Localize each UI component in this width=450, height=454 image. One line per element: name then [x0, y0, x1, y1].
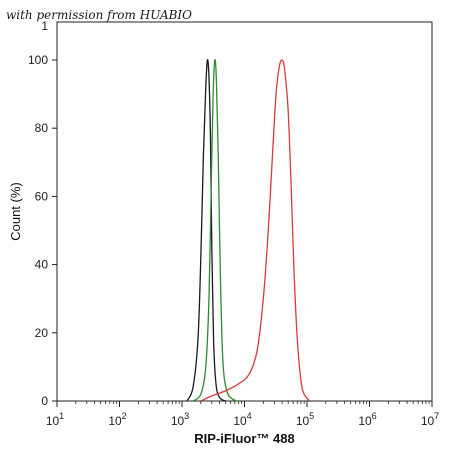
axes	[56, 21, 433, 402]
plot-frame	[56, 21, 433, 402]
series-line-2	[192, 58, 239, 402]
series-line-1	[186, 59, 227, 402]
x-tick-label: 101	[46, 411, 64, 428]
ticks: 0 20 40 60 80 100 1 101 102 103 104 105 106 107	[28, 19, 439, 428]
x-tick-label: 106	[358, 411, 376, 428]
series-group	[186, 58, 311, 402]
x-tick-label: 103	[171, 411, 189, 428]
y-tick-label: 60	[35, 189, 49, 203]
y-tick-label: 0	[41, 394, 48, 408]
x-tick-label: 107	[421, 411, 439, 428]
x-axis-title: RIP-iFluor™ 488	[194, 431, 294, 446]
y-tick-label: 80	[35, 121, 49, 135]
y-tick-label-top: 1	[41, 19, 48, 33]
x-tick-label: 105	[296, 411, 314, 428]
y-tick-label: 100	[28, 53, 48, 67]
y-tick-label: 20	[35, 326, 49, 340]
x-tick-label: 102	[108, 411, 126, 428]
watermark-text: with permission from HUABIO	[6, 8, 192, 22]
series-line-3	[200, 59, 311, 402]
y-axis-title: Count (%)	[8, 182, 23, 241]
y-tick-label: 40	[35, 258, 49, 272]
x-tick-label: 104	[233, 411, 251, 428]
